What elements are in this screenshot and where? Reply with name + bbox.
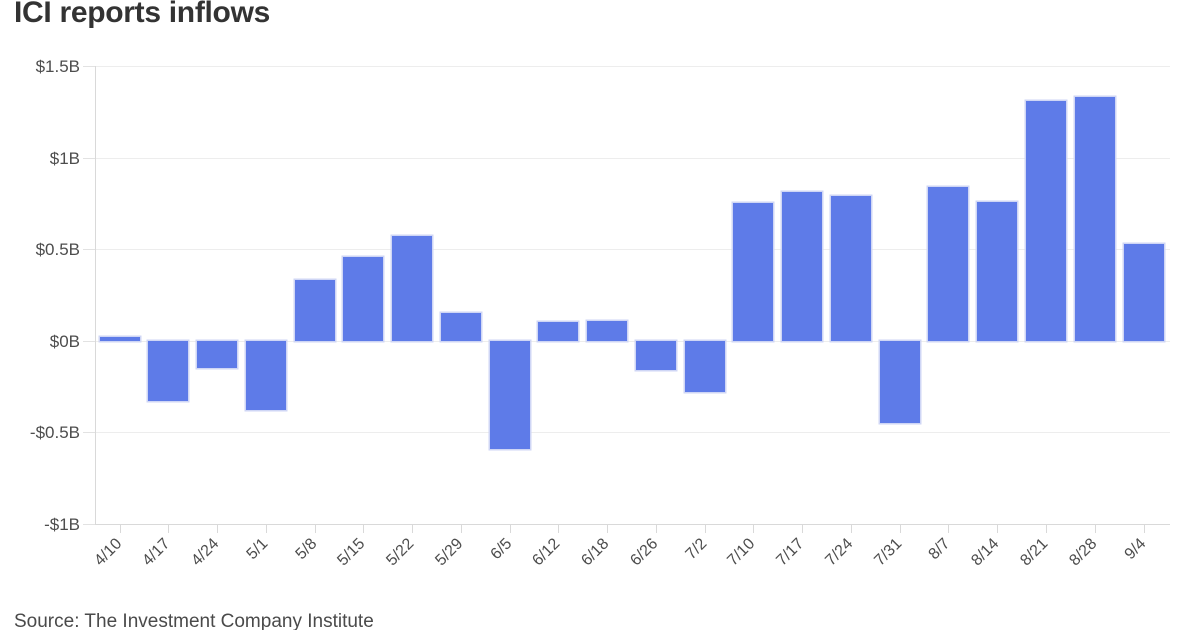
- bar-7-10: [733, 203, 774, 341]
- x-axis-tick: [1143, 524, 1145, 533]
- x-axis-tick: [558, 524, 560, 533]
- y-axis-line: [95, 66, 96, 524]
- bar-7-2: [684, 340, 725, 393]
- bar-6-12: [538, 322, 579, 341]
- bar-8-28: [1074, 97, 1115, 341]
- bar-6-26: [635, 340, 676, 371]
- x-axis-line: [95, 524, 1170, 525]
- y-axis-tick: [83, 157, 95, 159]
- bar-5-8: [294, 280, 335, 341]
- bar-6-18: [587, 320, 628, 341]
- x-axis-tick: [704, 524, 706, 533]
- x-axis-tick: [607, 524, 609, 533]
- y-gridline: [95, 340, 1170, 342]
- x-axis-tick: [899, 524, 901, 533]
- bar-5-29: [440, 313, 481, 341]
- y-axis-tick: [83, 340, 95, 342]
- bar-6-5: [489, 340, 530, 449]
- x-axis-tick: [655, 524, 657, 533]
- x-axis-tick: [997, 524, 999, 533]
- x-axis-tick: [460, 524, 462, 533]
- chart-title: ICI reports inflows: [14, 0, 270, 29]
- x-axis-tick: [314, 524, 316, 533]
- bar-9-4: [1123, 243, 1164, 341]
- bar-5-15: [343, 256, 384, 341]
- y-gridline: [95, 432, 1170, 434]
- x-axis-tick: [265, 524, 267, 533]
- bar-4-17: [148, 340, 189, 402]
- x-axis-tick: [753, 524, 755, 533]
- source-note: Source: The Investment Company Institute: [14, 611, 374, 630]
- y-axis-tick: [83, 66, 95, 67]
- x-axis-tick: [168, 524, 170, 533]
- x-axis-tick: [217, 524, 219, 533]
- y-axis-label: $0.5B: [35, 240, 80, 260]
- x-axis-tick: [948, 524, 950, 533]
- y-axis-label: $0B: [49, 331, 80, 351]
- y-axis-tick: [83, 432, 95, 434]
- bar-7-31: [879, 340, 920, 424]
- bar-5-22: [392, 236, 433, 341]
- bar-5-1: [245, 340, 286, 411]
- x-axis-tick: [363, 524, 365, 533]
- x-axis-tick: [509, 524, 511, 533]
- y-gridline: [95, 157, 1170, 159]
- bar-4-24: [197, 340, 238, 369]
- x-axis-tick: [1094, 524, 1096, 533]
- y-axis-label: $1B: [49, 148, 80, 168]
- x-axis-tick: [1045, 524, 1047, 533]
- y-axis-tick: [83, 524, 95, 525]
- x-axis-tick: [802, 524, 804, 533]
- bar-4-10: [99, 337, 140, 341]
- bar-8-14: [977, 201, 1018, 341]
- y-axis-label: -$0.5B: [29, 423, 80, 443]
- bar-8-21: [1025, 100, 1066, 341]
- bar-8-7: [928, 186, 969, 341]
- x-axis-tick: [412, 524, 414, 533]
- y-gridline: [95, 249, 1170, 251]
- x-axis-tick: [850, 524, 852, 533]
- y-axis-label: $1.5B: [35, 57, 80, 76]
- x-axis-tick: [119, 524, 121, 533]
- bar-7-17: [782, 192, 823, 341]
- y-axis-tick: [83, 249, 95, 251]
- bar-7-24: [830, 196, 871, 341]
- y-axis-label: -$1B: [44, 515, 80, 534]
- y-gridline: [95, 66, 1170, 67]
